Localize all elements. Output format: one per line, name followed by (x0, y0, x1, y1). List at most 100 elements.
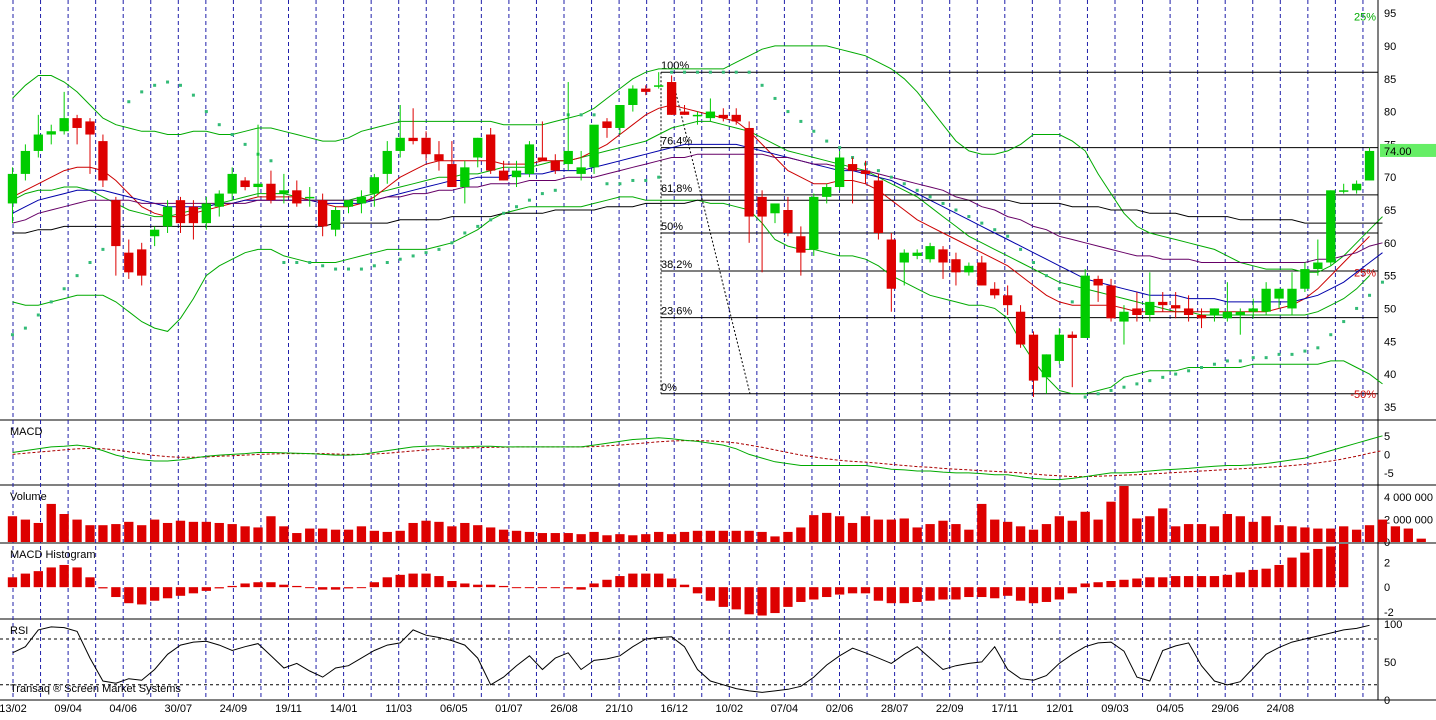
histogram-bar (524, 587, 535, 589)
histogram-bar (770, 587, 780, 614)
histogram-bar (589, 583, 599, 588)
sar-dot (127, 100, 131, 104)
volume-bar (951, 524, 961, 542)
sar-dot (954, 208, 958, 212)
candle-body (809, 196, 819, 250)
candle-body (576, 167, 586, 174)
sar-dot (1225, 359, 1229, 363)
histogram-bar (330, 587, 341, 590)
histogram-bar (1261, 568, 1271, 588)
x-tick-label: 24/08 (1267, 703, 1295, 715)
y-tick-label: 50 (1384, 303, 1396, 315)
sar-dot (1212, 362, 1216, 366)
candle-body (137, 249, 147, 276)
candle-body (1313, 262, 1323, 270)
candle-body (1145, 301, 1155, 315)
volume-bar (1002, 521, 1013, 542)
sar-dot (618, 182, 622, 186)
y-tick-label: 100 (1384, 619, 1402, 631)
sar-dot (191, 93, 195, 97)
histogram-bar (201, 587, 211, 591)
histogram-bar (1132, 578, 1142, 588)
y-tick-label: -2 (1384, 607, 1394, 619)
candle-body (1274, 288, 1284, 299)
x-tick-label: 10/02 (716, 703, 744, 715)
y-tick-label: 5 (1384, 431, 1390, 443)
sar-dot (36, 313, 40, 317)
volume-bar (98, 525, 108, 542)
volume-bar (369, 530, 380, 542)
histogram-bar (1209, 576, 1220, 588)
histogram-bar (511, 587, 522, 589)
sar-dot (1342, 320, 1346, 324)
sar-dot (825, 139, 829, 143)
sar-dot (902, 182, 906, 186)
y-tick-label: -5 (1384, 468, 1394, 480)
histogram-bar (951, 587, 961, 600)
candle-body (899, 252, 909, 263)
histogram-bar (1300, 552, 1310, 588)
volume-bar (964, 529, 974, 542)
volume-bar (1158, 508, 1168, 542)
histogram-bar (1248, 569, 1258, 588)
candle-body (1183, 308, 1194, 315)
histogram-bar (1041, 587, 1052, 602)
volume-bar (1132, 518, 1142, 542)
histogram-bar (576, 587, 586, 590)
y-tick-label: 80 (1384, 107, 1396, 119)
moving-average (12, 143, 1383, 303)
volume-bar (317, 528, 328, 542)
histogram-bar (85, 577, 95, 588)
histogram-bar (925, 587, 935, 601)
volume-bar (654, 531, 664, 542)
sar-dot (1316, 346, 1320, 350)
histogram-bar (111, 587, 121, 598)
candle-body (718, 114, 728, 119)
sar-dot (515, 205, 519, 209)
volume-bar (602, 535, 612, 542)
candle-body (1209, 308, 1220, 315)
candle-body (162, 206, 173, 227)
histogram-bar (1080, 583, 1090, 588)
sar-dot (928, 195, 932, 199)
candle-body (460, 167, 470, 188)
candle-body (111, 200, 121, 247)
last-price-box (1380, 143, 1436, 157)
histogram-bar (1119, 579, 1129, 588)
volume-bar (85, 525, 95, 542)
candle-body (175, 200, 186, 224)
histogram-bar (938, 587, 948, 600)
x-tick-label: 22/09 (936, 703, 964, 715)
sar-dot (502, 211, 506, 215)
sar-dot (747, 70, 751, 74)
volume-bar (899, 518, 909, 542)
candle-body (1248, 308, 1258, 312)
volume-bar (524, 531, 535, 542)
volume-bar (641, 534, 651, 542)
volume-bar (434, 521, 444, 542)
sar-dot (23, 326, 27, 330)
candle-body (1158, 301, 1168, 306)
y-tick-label: 60 (1384, 238, 1396, 250)
histogram-bar (253, 582, 263, 588)
sar-dot (760, 83, 764, 87)
sar-dot (1006, 234, 1010, 238)
macd-signal-line (12, 440, 1383, 478)
histogram-bar (1183, 576, 1194, 588)
candle-body (188, 206, 199, 224)
panel-title-histogram: MACD Histogram (10, 549, 96, 561)
volume-bar (1106, 501, 1116, 542)
x-tick-label: 30/07 (165, 703, 193, 715)
histogram-bar (473, 584, 483, 588)
volume-bar (1364, 525, 1375, 542)
fibonacci-label: 100% (661, 60, 689, 72)
sar-dot (88, 261, 92, 264)
candle-body (1222, 311, 1233, 319)
volume-bar (1261, 516, 1271, 542)
volume-bar (1119, 486, 1129, 542)
volume-bar (266, 516, 276, 542)
sar-dot (424, 251, 428, 255)
volume-bar (576, 534, 586, 542)
last-price-label: 74.00 (1384, 146, 1412, 158)
histogram-bar (98, 587, 108, 589)
